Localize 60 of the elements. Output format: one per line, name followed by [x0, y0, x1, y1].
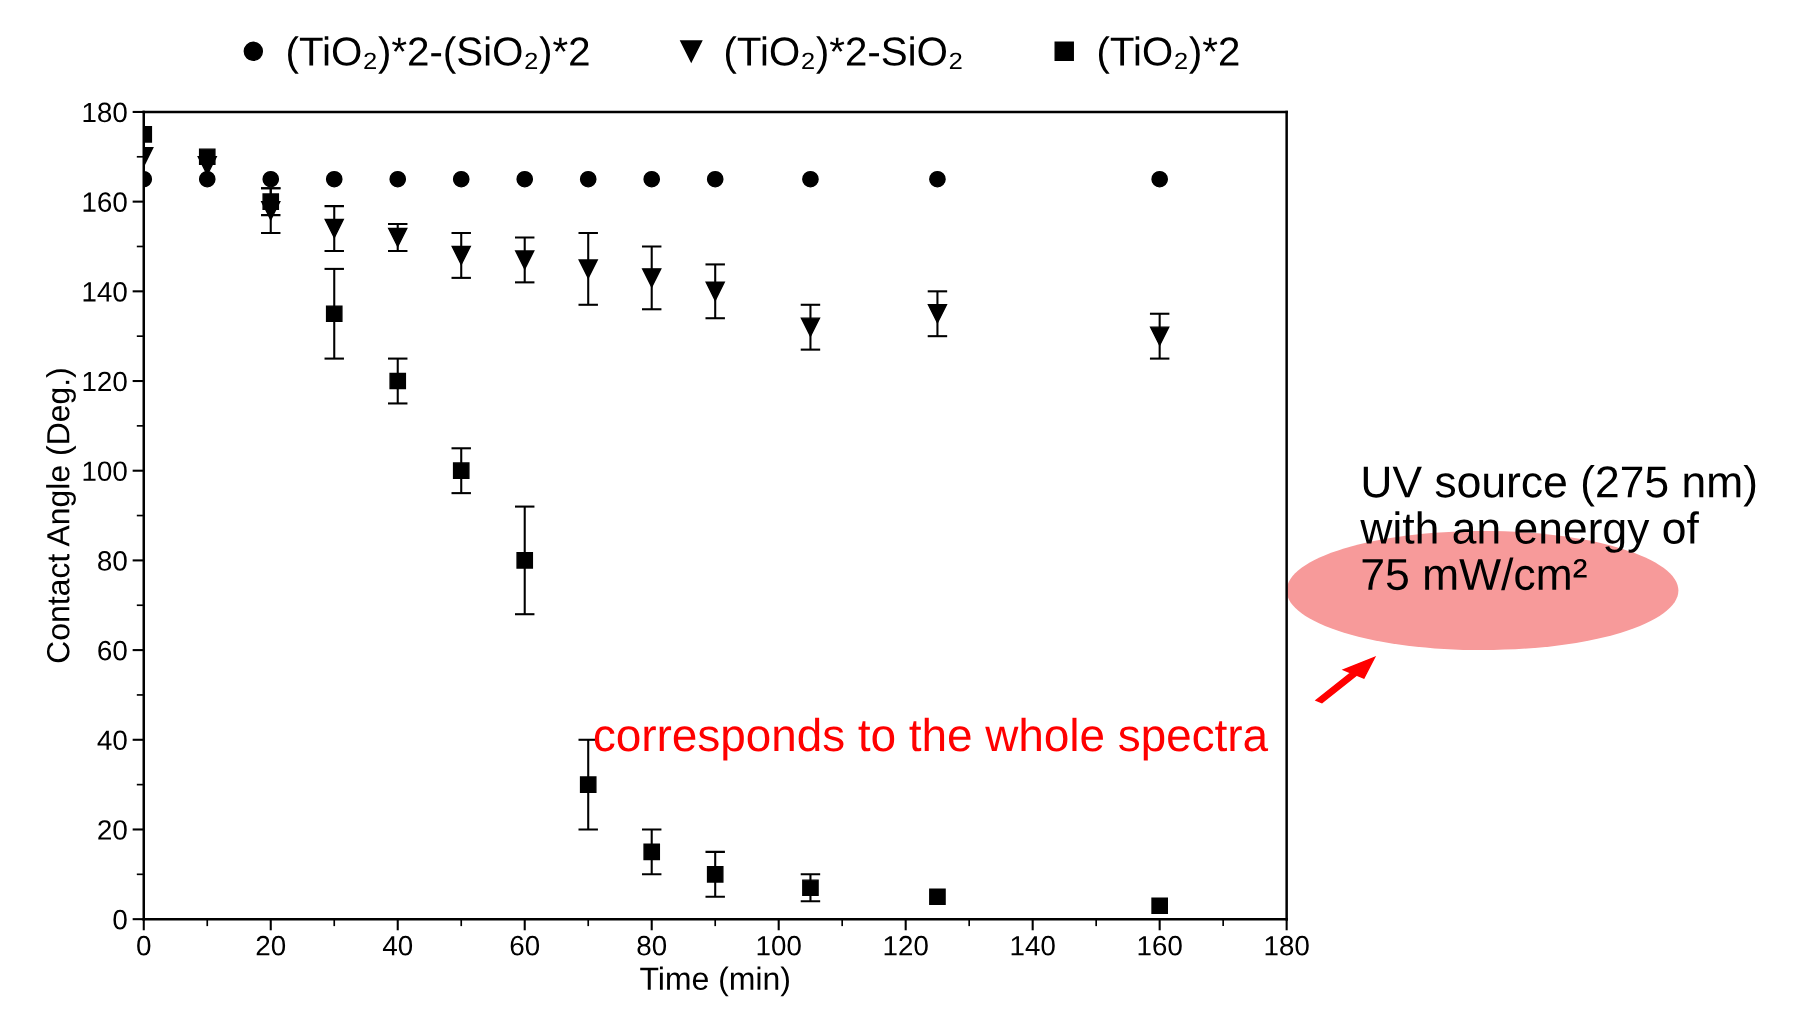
point: [706, 170, 724, 188]
point: [802, 170, 819, 188]
point: [198, 170, 216, 188]
point: [262, 193, 280, 210]
point: [929, 170, 946, 188]
y-tick-label: 40: [97, 730, 127, 751]
x-axis-title: Time (min): [640, 966, 789, 997]
point: [325, 170, 343, 188]
point: [705, 281, 725, 302]
point: [641, 268, 662, 288]
point: [451, 245, 471, 266]
point: [1151, 170, 1168, 188]
x-tick-label: 180: [1265, 935, 1309, 956]
y-tick-label: 20: [98, 820, 127, 840]
y-tick-label: 160: [83, 192, 127, 212]
x-tick-label: 60: [510, 935, 540, 956]
point: [324, 218, 344, 239]
annotation: corresponds to the whole spectra: [594, 717, 1269, 761]
y-tick-label: 140: [83, 281, 127, 302]
point: [579, 776, 597, 793]
point: [927, 304, 948, 324]
point: [800, 317, 821, 337]
point: [198, 148, 216, 166]
legend-label: (TiO₂)*2: [1098, 36, 1239, 74]
y-tick-label: 100: [83, 461, 127, 482]
point: [706, 865, 724, 883]
point: [1151, 897, 1168, 915]
point: [802, 879, 819, 897]
point: [262, 170, 280, 188]
point: [643, 843, 661, 861]
x-tick-label: 140: [1011, 935, 1055, 956]
point: [389, 372, 407, 390]
point: [578, 259, 598, 279]
x-tick-label: 0: [137, 935, 151, 956]
point: [929, 888, 946, 906]
point: [516, 552, 534, 569]
point: [452, 462, 470, 480]
x-tick-label: 160: [1138, 935, 1182, 956]
point: [389, 170, 407, 188]
x-tick-label: 120: [884, 935, 928, 956]
x-tick-label: 40: [382, 935, 413, 956]
y-tick-label: 120: [83, 371, 127, 392]
point: [516, 170, 534, 188]
text: UV source (275 nm) with an energy of 75 mW/cm²: [1360, 465, 1756, 591]
y-tick-label: 180: [83, 102, 127, 123]
x-tick-label: 80: [637, 935, 667, 956]
x-tick-label: 20: [256, 935, 286, 956]
point: [1149, 326, 1170, 346]
y-tick-label: 60: [98, 640, 127, 661]
y-axis-title: Contact Angle (Deg.): [46, 369, 76, 663]
point: [643, 170, 661, 188]
legend-label: (TiO₂)*2-(SiO₂)*2: [288, 36, 589, 74]
x-tick-label: 100: [757, 935, 801, 956]
legend-label: (TiO₂)*2-SiO₂: [725, 36, 962, 74]
point: [452, 170, 470, 188]
y-tick-label: 80: [98, 551, 127, 571]
y-tick-label: 0: [113, 909, 127, 930]
point: [515, 250, 535, 270]
point: [325, 305, 343, 323]
point: [579, 170, 597, 188]
